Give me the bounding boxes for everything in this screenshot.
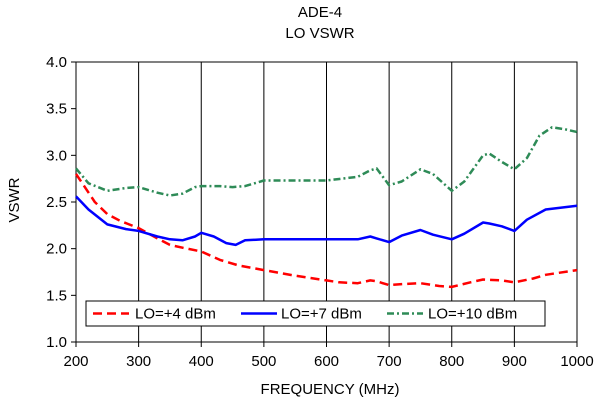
- legend-label-1: LO=+4 dBm: [135, 306, 216, 323]
- series-lines: [74, 126, 578, 289]
- series-line-1: [74, 173, 578, 289]
- legend-label-2: LO=+7 dBm: [281, 306, 362, 323]
- x-tick-label: 900: [502, 353, 527, 370]
- x-tick-label: 1000: [560, 353, 593, 370]
- y-tick-label: 3.0: [46, 147, 67, 164]
- x-tick-label: 800: [439, 353, 464, 370]
- series-line-2: [75, 195, 578, 247]
- x-tick-label: 200: [63, 353, 88, 370]
- y-tick-label: 3.5: [46, 101, 67, 118]
- x-axis-title: FREQUENCY (MHz): [261, 381, 400, 398]
- chart-subtitle: LO VSWR: [285, 25, 354, 42]
- y-tick-label: 2.0: [46, 241, 67, 258]
- x-tick-label: 300: [126, 353, 151, 370]
- legend-label-3: LO=+10 dBm: [428, 306, 517, 323]
- chart-title: ADE-4: [298, 4, 342, 21]
- x-tick-label: 600: [314, 353, 339, 370]
- y-axis-title: VSWR: [6, 177, 23, 222]
- y-tick-label: 2.5: [46, 194, 67, 211]
- x-tick-label: 500: [251, 353, 276, 370]
- x-tick-label: 700: [377, 353, 402, 370]
- gridlines: [138, 62, 515, 342]
- x-tick-label: 400: [189, 353, 214, 370]
- y-tick-label: 1.5: [46, 287, 67, 304]
- axis-ticks: 200 300 400 500 600 700 800 900 1000 1.0 1.5 2.0 2.5…: [46, 54, 594, 370]
- series-line-3: [75, 126, 578, 197]
- legend: LO=+4 dBm LO=+7 dBm LO=+10 dBm: [85, 300, 546, 327]
- legend-box: [85, 300, 546, 327]
- y-tick-label: 4.0: [46, 54, 67, 71]
- y-tick-label: 1.0: [46, 334, 67, 351]
